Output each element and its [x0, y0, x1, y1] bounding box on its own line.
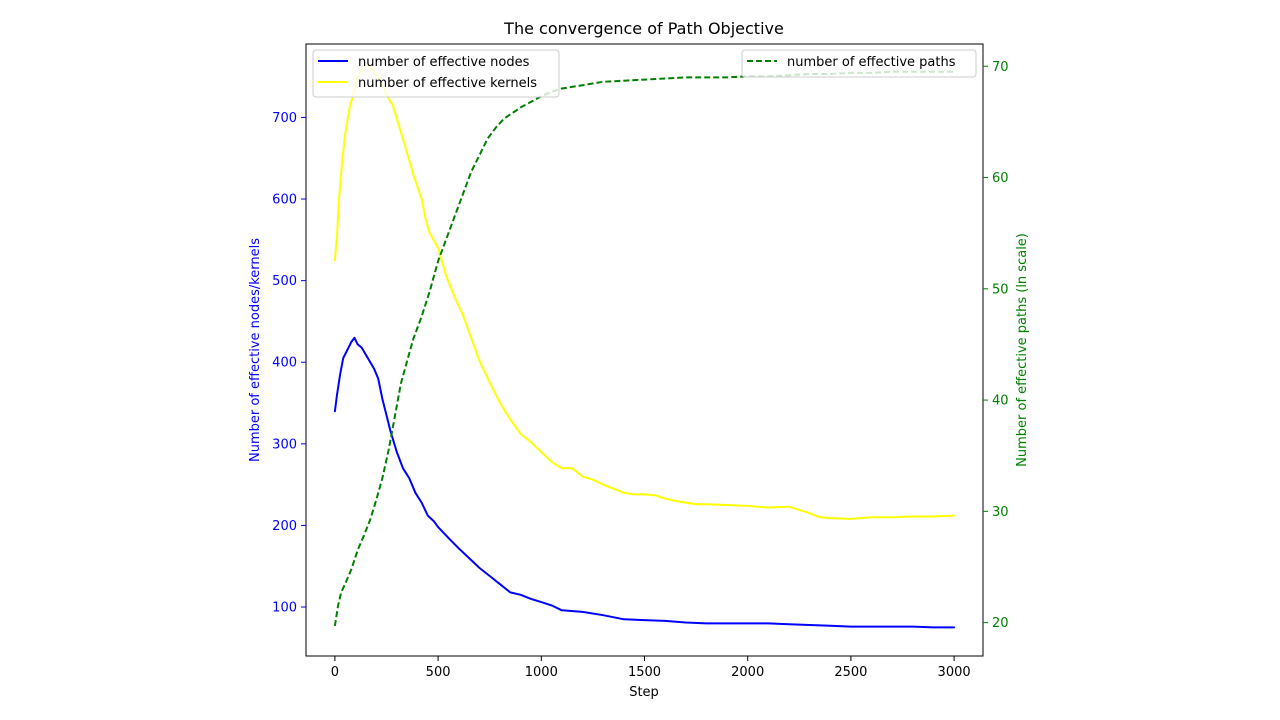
right-y-tick-label: 50	[992, 282, 1009, 297]
left-y-axis: 100 200 300 400 500 600 700	[272, 111, 306, 616]
x-tick-label: 500	[426, 665, 451, 680]
legend-label-paths: number of effective paths	[787, 55, 956, 70]
left-y-tick-label: 400	[272, 356, 297, 371]
left-y-axis-label: Number of effective nodes/kernels	[248, 238, 263, 462]
x-tick-label: 0	[331, 665, 339, 680]
right-y-tick-label: 30	[992, 505, 1009, 520]
right-y-tick-label: 60	[992, 171, 1009, 186]
legend-right: number of effective paths	[741, 49, 977, 78]
legend-label-kernels: number of effective kernels	[358, 76, 537, 91]
chart-title: The convergence of Path Objective	[503, 19, 784, 38]
plot-area	[305, 43, 984, 657]
legend-label-nodes: number of effective nodes	[358, 55, 530, 70]
right-y-tick-label: 20	[992, 616, 1009, 631]
left-y-tick-label: 100	[272, 601, 297, 616]
right-y-axis: 20 30 40 50 60 70	[983, 60, 1009, 631]
series-line-2	[333, 70, 955, 627]
left-y-tick-label: 600	[272, 193, 297, 208]
left-y-tick-label: 300	[272, 437, 297, 452]
x-tick-label: 2000	[731, 665, 764, 680]
series-line-0	[333, 336, 956, 629]
legend-left-box	[312, 49, 560, 98]
left-y-tick-label: 500	[272, 274, 297, 289]
legend-left: number of effective nodes number of effe…	[312, 49, 560, 98]
left-y-tick-label: 700	[272, 111, 297, 126]
x-axis-label: Step	[629, 685, 659, 700]
x-tick-label: 2500	[834, 665, 867, 680]
plot-series	[333, 63, 956, 629]
x-tick-label: 3000	[938, 665, 971, 680]
left-y-tick-label: 200	[272, 519, 297, 534]
right-y-tick-label: 70	[992, 60, 1009, 75]
x-axis: 0 500 1000 1500 2000 2500 3000	[331, 656, 971, 680]
legend-right-box	[741, 49, 977, 78]
right-y-axis-label: Number of effective paths (ln scale)	[1015, 233, 1030, 467]
x-tick-label: 1500	[628, 665, 661, 680]
series-line-1	[333, 63, 956, 520]
right-y-tick-label: 40	[992, 394, 1009, 409]
x-tick-label: 1000	[525, 665, 558, 680]
